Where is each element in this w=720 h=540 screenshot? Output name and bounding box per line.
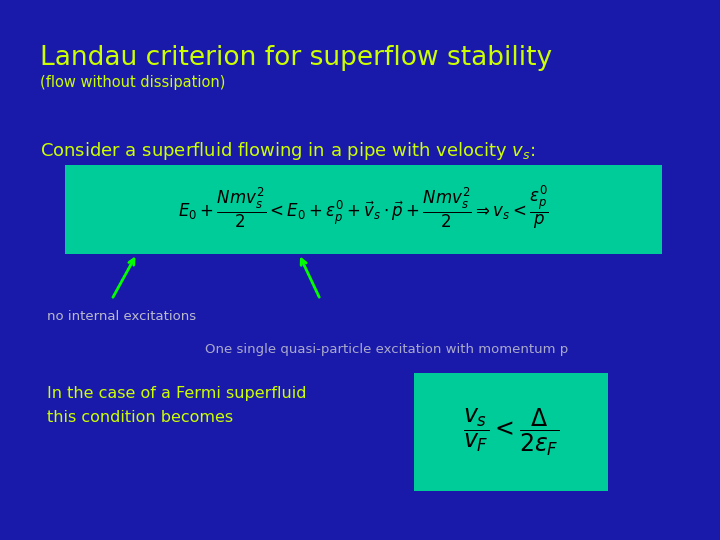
Text: no internal excitations: no internal excitations xyxy=(47,310,196,323)
Text: (flow without dissipation): (flow without dissipation) xyxy=(40,75,225,90)
Text: $E_0 + \dfrac{Nmv_s^2}{2} < E_0 + \varepsilon_p^0 + \vec{v}_s \cdot \vec{p} + \d: $E_0 + \dfrac{Nmv_s^2}{2} < E_0 + \varep… xyxy=(178,184,549,232)
Bar xyxy=(414,373,608,491)
Text: One single quasi-particle excitation with momentum p: One single quasi-particle excitation wit… xyxy=(205,343,569,356)
Text: In the case of a Fermi superfluid
this condition becomes: In the case of a Fermi superfluid this c… xyxy=(47,386,306,424)
Text: $\dfrac{v_s}{v_F} < \dfrac{\Delta}{2\varepsilon_F}$: $\dfrac{v_s}{v_F} < \dfrac{\Delta}{2\var… xyxy=(463,406,559,458)
Text: Consider a superfluid flowing in a pipe with velocity $\mathit{v}_\mathit{s}$:: Consider a superfluid flowing in a pipe … xyxy=(40,140,536,162)
Bar xyxy=(65,165,662,254)
Text: Landau criterion for superflow stability: Landau criterion for superflow stability xyxy=(40,45,552,71)
